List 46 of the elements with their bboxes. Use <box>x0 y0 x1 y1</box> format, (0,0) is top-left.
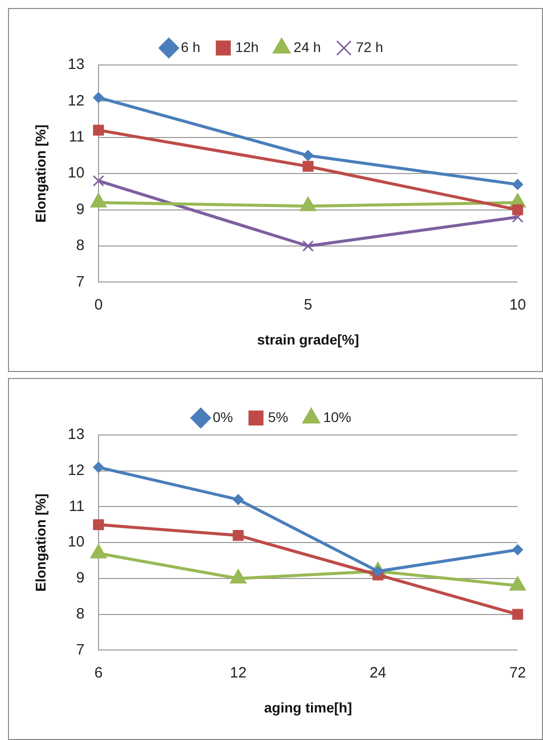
point <box>92 462 104 473</box>
legend-label: 0% <box>212 408 233 425</box>
point <box>93 124 104 136</box>
x-axis-title: strain grade[%] <box>257 331 360 348</box>
x-tick-label: 72 <box>509 664 526 682</box>
legend-label: 6 h <box>180 38 200 55</box>
y-tick-label: 8 <box>76 237 84 254</box>
y-tick-label: 13 <box>68 56 84 74</box>
legend-label: 72 h <box>356 38 384 55</box>
x-tick-label: 12 <box>230 664 247 682</box>
point <box>512 204 524 216</box>
x-tick-label: 10 <box>509 296 526 314</box>
y-tick-label: 11 <box>68 498 84 515</box>
y-tick-label: 11 <box>68 128 84 146</box>
y-tick-label: 12 <box>68 92 84 110</box>
legend-label: 12h <box>235 38 259 55</box>
legend-label: 5% <box>268 408 288 425</box>
y-axis-title: Elongation [%] <box>32 124 48 223</box>
y-tick-label: 7 <box>76 273 84 290</box>
point <box>512 178 524 190</box>
point <box>512 544 524 556</box>
point <box>93 519 104 530</box>
point <box>302 240 314 252</box>
y-tick-label: 9 <box>76 570 84 587</box>
x-tick-label: 24 <box>370 664 386 682</box>
y-tick-label: 12 <box>68 462 84 480</box>
legend-label: 24 h <box>294 38 321 55</box>
y-tick-label: 10 <box>68 164 84 182</box>
point <box>232 530 244 541</box>
y-tick-label: 10 <box>68 534 84 551</box>
x-tick-label: 0 <box>94 296 103 314</box>
x-tick-label: 5 <box>304 296 312 314</box>
y-axis-title: Elongation [%] <box>32 494 48 592</box>
point <box>302 160 314 172</box>
y-tick-label: 7 <box>76 641 84 658</box>
point <box>92 92 104 104</box>
x-axis-title: aging time[h] <box>264 699 352 716</box>
point <box>302 150 314 161</box>
x-tick-label: 6 <box>94 664 103 682</box>
y-tick-label: 8 <box>76 605 84 622</box>
point <box>92 175 104 187</box>
point <box>232 494 244 506</box>
y-tick-label: 13 <box>68 426 84 444</box>
y-tick-label: 9 <box>76 200 84 218</box>
legend-label: 10% <box>323 408 352 425</box>
point <box>512 608 524 620</box>
